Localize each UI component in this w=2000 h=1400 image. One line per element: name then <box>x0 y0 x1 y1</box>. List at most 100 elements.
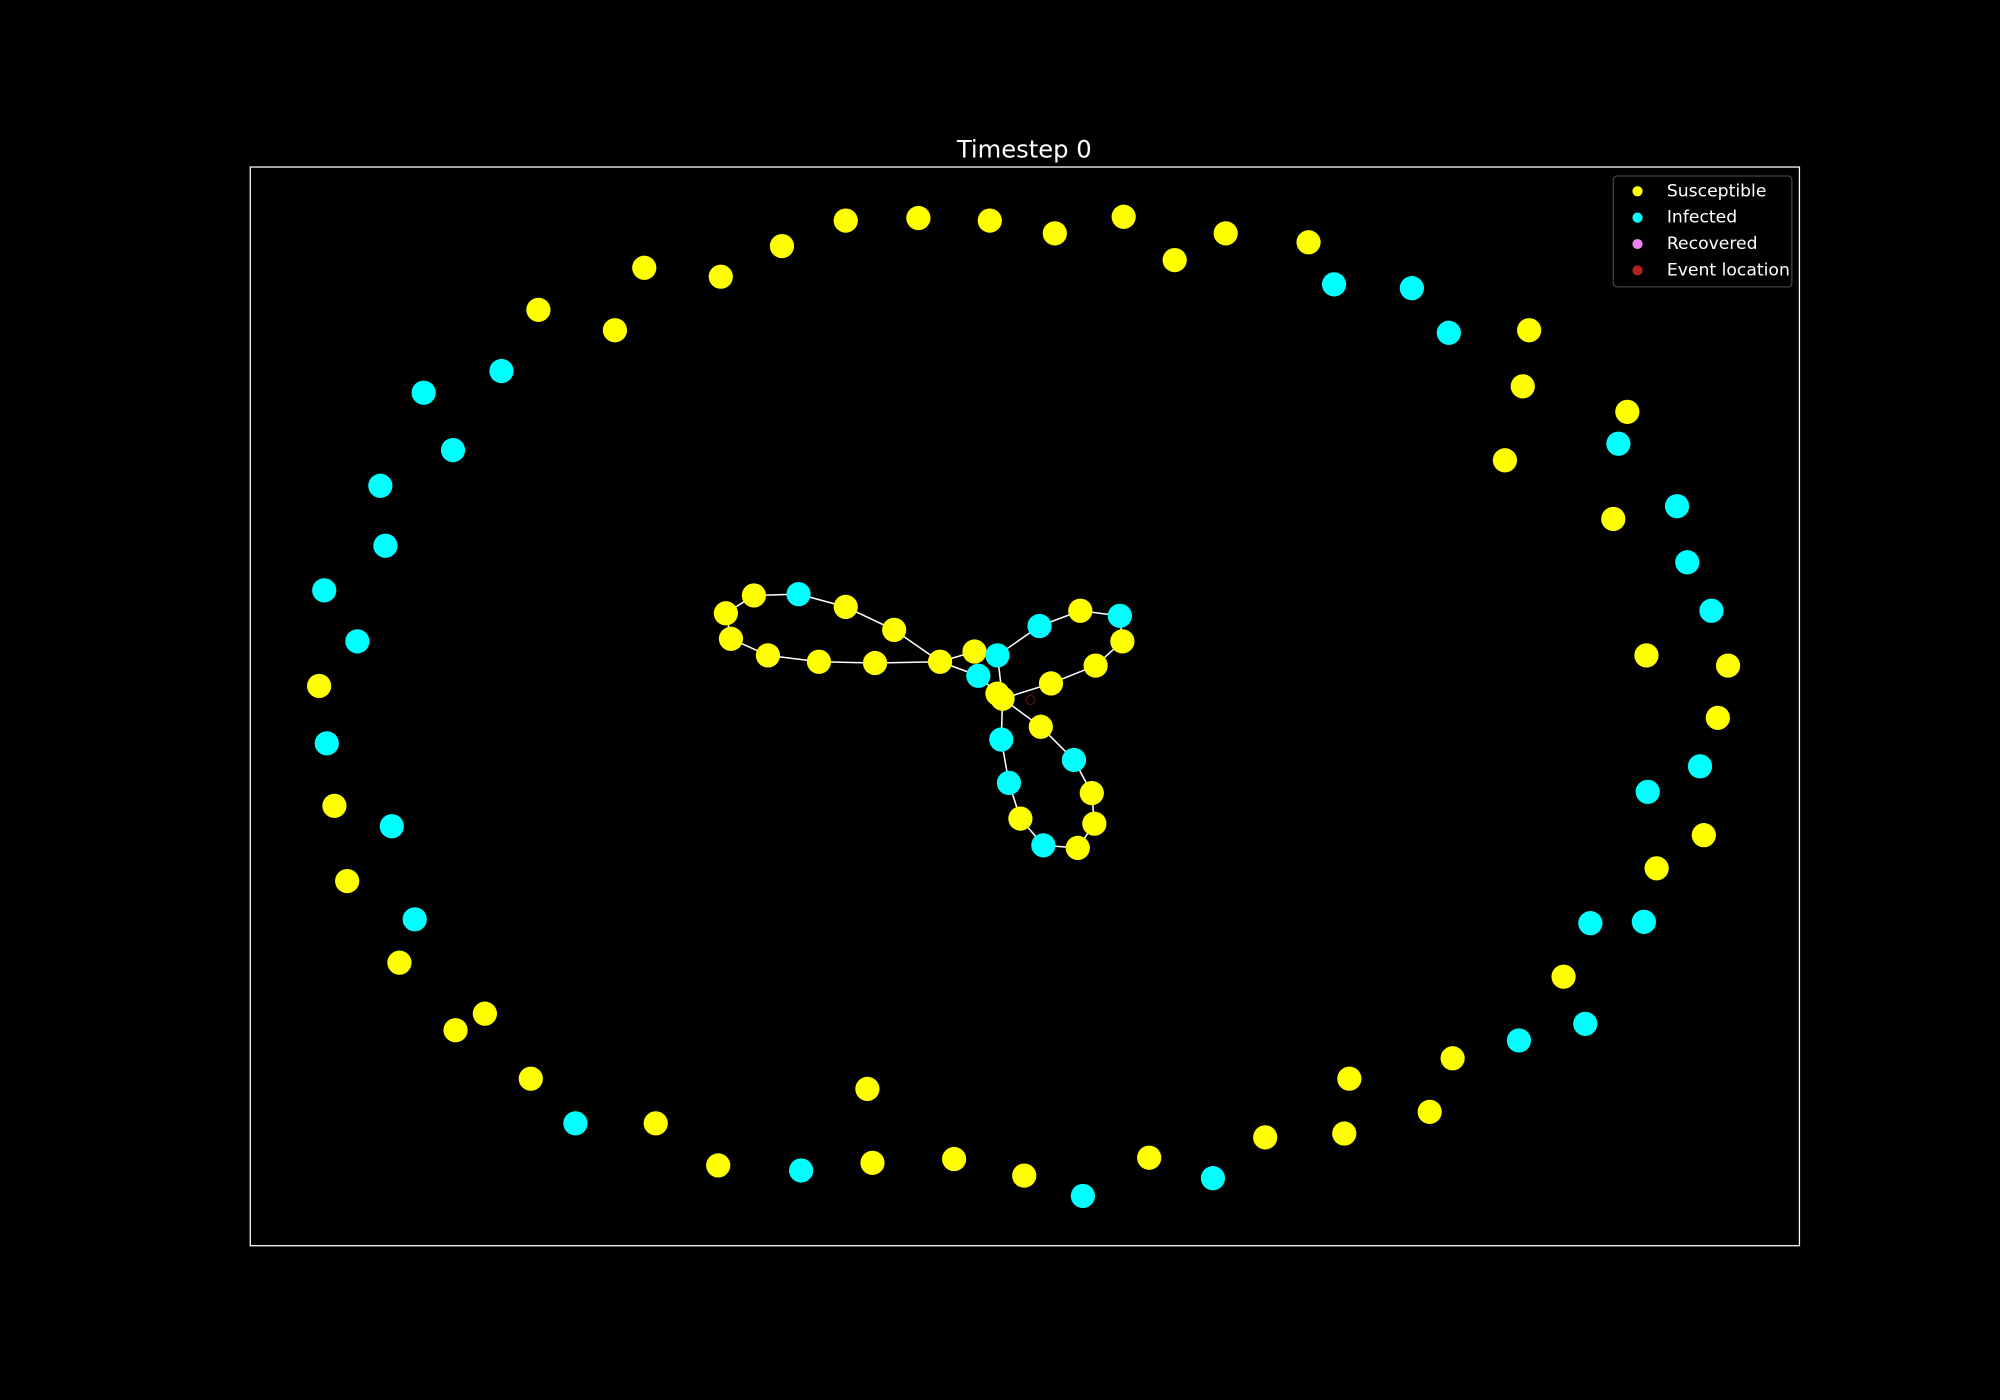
chart-title: Timestep 0 <box>956 135 1092 163</box>
susceptible-node <box>741 583 767 608</box>
legend-marker <box>1632 238 1643 250</box>
infected-node <box>440 437 466 463</box>
infected-node <box>1027 613 1052 639</box>
susceptible-node <box>526 297 551 322</box>
infected-node <box>996 770 1022 795</box>
infected-node <box>1321 272 1347 297</box>
susceptible-node <box>1137 1145 1162 1170</box>
susceptible-node <box>1417 1099 1442 1124</box>
infected-node <box>379 814 404 839</box>
infected-node <box>1107 603 1132 628</box>
nodes <box>307 204 1741 1209</box>
susceptible-node <box>1162 247 1187 273</box>
susceptible-node <box>643 1111 668 1136</box>
susceptible-node <box>1644 856 1669 881</box>
susceptible-node <box>713 601 738 626</box>
edges <box>725 593 1124 849</box>
infected-node <box>1687 754 1713 779</box>
event-location-marker <box>1025 695 1036 705</box>
susceptible-node <box>882 617 907 642</box>
susceptible-node <box>1028 714 1053 739</box>
susceptible-node <box>1082 811 1107 836</box>
susceptible-node <box>632 255 657 280</box>
legend-marker <box>1632 186 1643 197</box>
infected-node <box>1664 494 1690 519</box>
infected-node <box>1436 320 1461 345</box>
susceptible-node <box>855 1076 880 1102</box>
susceptible-node <box>1042 221 1067 246</box>
infected-node <box>411 380 436 405</box>
infected-node <box>368 473 393 498</box>
legend-box <box>1612 175 1793 288</box>
infected-node <box>312 578 337 603</box>
susceptible-node <box>602 318 628 343</box>
susceptible-node <box>718 626 744 651</box>
susceptible-node <box>927 649 953 674</box>
susceptible-node <box>322 793 347 818</box>
susceptible-node <box>1083 653 1108 678</box>
susceptible-node <box>1065 835 1090 861</box>
susceptible-node <box>1551 964 1576 989</box>
infected-node <box>786 582 811 607</box>
infected-node <box>788 1158 814 1183</box>
susceptible-node <box>1517 318 1542 343</box>
susceptible-node <box>706 1153 731 1178</box>
legend-marker <box>1632 212 1643 223</box>
susceptible-node <box>708 264 733 289</box>
susceptible-node <box>1253 1125 1278 1150</box>
infected-node <box>1506 1028 1532 1053</box>
infected-node <box>1606 431 1631 456</box>
susceptible-node <box>1440 1046 1465 1071</box>
susceptible-node <box>1332 1121 1357 1146</box>
infected-node <box>1573 1011 1598 1036</box>
infected-node <box>1031 833 1056 858</box>
susceptible-node <box>977 208 1002 233</box>
susceptible-node <box>1213 221 1238 246</box>
infected-node <box>402 907 427 932</box>
susceptible-node <box>1079 780 1104 806</box>
susceptible-node <box>1008 806 1033 831</box>
legend-label: Event location <box>1667 260 1790 280</box>
susceptible-node <box>387 950 412 975</box>
infected-node <box>373 533 398 558</box>
legend-label: Recovered <box>1667 234 1758 254</box>
infected-node <box>1070 1183 1095 1209</box>
susceptible-node <box>990 686 1015 711</box>
plot-frame <box>249 166 1801 1247</box>
susceptible-node <box>518 1066 543 1091</box>
susceptible-node <box>806 649 832 674</box>
infected-node <box>1675 550 1700 575</box>
infected-node <box>1699 598 1724 623</box>
susceptible-node <box>1615 399 1640 424</box>
susceptible-node <box>1691 823 1716 848</box>
susceptible-node <box>1068 598 1093 623</box>
susceptible-node <box>862 650 888 676</box>
infected-node <box>563 1111 588 1136</box>
infected-node <box>345 629 370 654</box>
susceptible-node <box>307 673 332 699</box>
susceptible-node <box>472 1001 497 1026</box>
susceptible-node <box>1634 643 1659 668</box>
susceptible-node <box>1111 204 1136 229</box>
infected-node <box>489 358 514 384</box>
susceptible-node <box>941 1146 967 1172</box>
legend-label: Susceptible <box>1667 181 1767 201</box>
susceptible-node <box>1110 629 1135 654</box>
susceptible-node <box>906 205 931 231</box>
susceptible-node <box>833 208 858 233</box>
legend-marker <box>1632 265 1643 276</box>
infected-node <box>985 643 1010 668</box>
infected-node <box>966 663 991 688</box>
susceptible-node <box>1492 448 1518 473</box>
susceptible-node <box>962 639 987 664</box>
susceptible-node <box>335 868 360 894</box>
infected-node <box>1635 779 1660 804</box>
susceptible-node <box>769 233 795 259</box>
susceptible-node <box>755 643 781 668</box>
infected-node <box>989 727 1014 752</box>
susceptible-node <box>1601 506 1626 532</box>
susceptible-node <box>1510 374 1535 399</box>
infected-node <box>1578 911 1603 936</box>
infected-node <box>1399 276 1424 301</box>
